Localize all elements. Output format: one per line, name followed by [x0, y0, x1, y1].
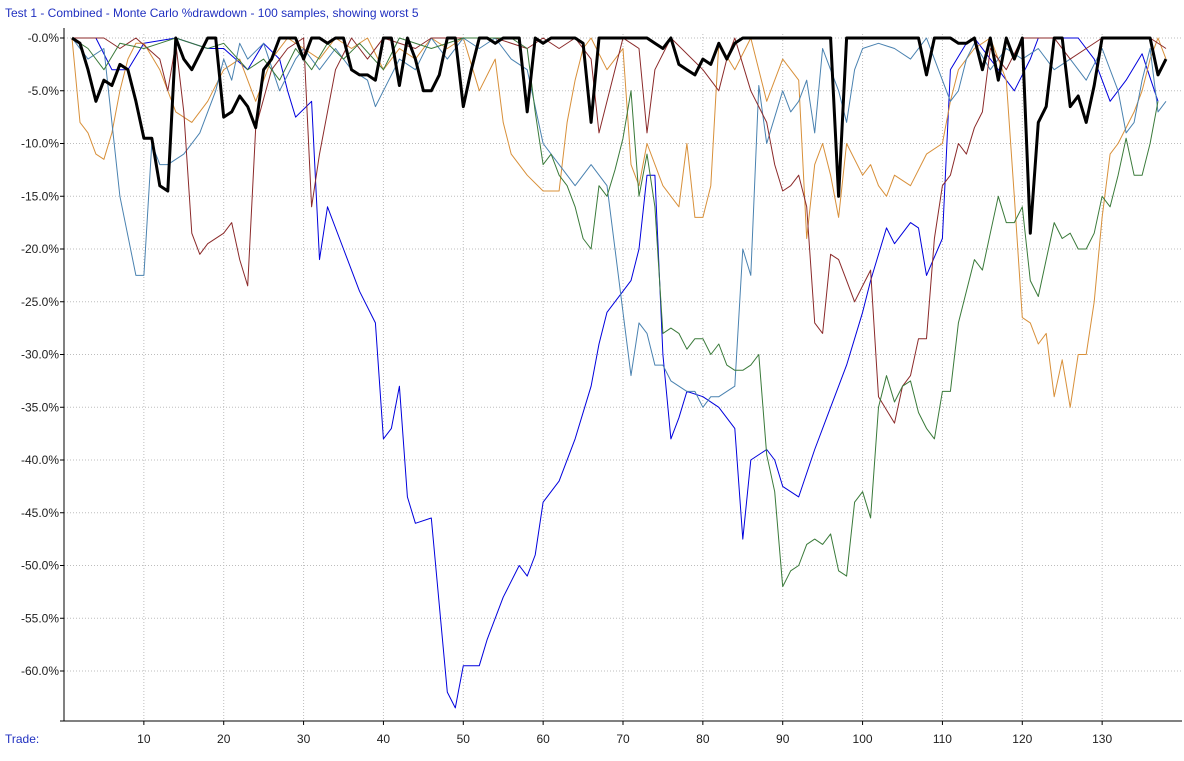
series-line-4: [72, 37, 1167, 424]
y-tick-label: -25.0%: [21, 295, 59, 309]
tick-labels: -0.0% -5.0% -10.0% -15.0% -20.0% -25.0% -30.0%…: [21, 31, 1113, 746]
y-tick-label: -60.0%: [21, 664, 59, 678]
y-tick-label: -0.0%: [28, 31, 60, 45]
y-tick-label: -20.0%: [21, 242, 59, 256]
series-line-3: [71, 37, 1167, 408]
series-line-1: [72, 37, 1159, 709]
x-tick-label: 30: [297, 732, 311, 746]
y-tick-label: -45.0%: [21, 506, 59, 520]
x-tick-label: 10: [137, 732, 151, 746]
grid-lines: [64, 34, 1182, 721]
chart-title: Test 1 - Combined - Monte Carlo %drawdow…: [5, 6, 419, 20]
x-tick-label: 50: [457, 732, 471, 746]
x-tick-label: 90: [776, 732, 790, 746]
y-tick-label: -5.0%: [28, 84, 60, 98]
x-tick-label: 120: [1012, 732, 1032, 746]
y-tick-label: -50.0%: [21, 559, 59, 573]
x-tick-label: 130: [1092, 732, 1112, 746]
y-tick-label: -15.0%: [21, 189, 59, 203]
series-line-5: [71, 37, 1159, 588]
series-line-6: [71, 36, 1168, 235]
y-tick-label: -40.0%: [21, 453, 59, 467]
series-line-2: [71, 37, 1167, 408]
x-tick-label: 110: [933, 732, 952, 746]
y-tick-label: -30.0%: [21, 348, 59, 362]
y-tick-label: -55.0%: [21, 611, 59, 625]
x-tick-label: 20: [217, 732, 231, 746]
y-tick-label: -10.0%: [21, 137, 59, 151]
x-tick-label: 80: [696, 732, 710, 746]
chart-axes: [60, 28, 1182, 725]
x-tick-label: 40: [377, 732, 391, 746]
y-tick-label: -35.0%: [21, 400, 59, 414]
x-axis-label: Trade:: [5, 732, 40, 746]
x-tick-label: 100: [853, 732, 873, 746]
x-tick-label: 70: [616, 732, 630, 746]
x-tick-label: 60: [536, 732, 550, 746]
series-lines: [71, 36, 1168, 709]
